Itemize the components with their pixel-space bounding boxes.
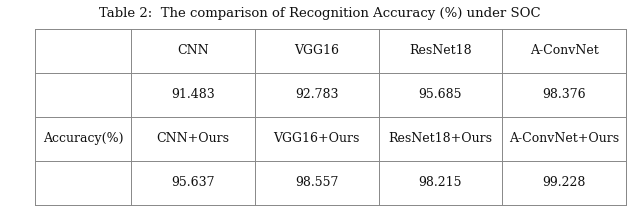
Text: A-ConvNet: A-ConvNet: [530, 44, 598, 57]
Text: VGG16: VGG16: [294, 44, 339, 57]
Text: 91.483: 91.483: [171, 88, 215, 101]
Text: ResNet18: ResNet18: [409, 44, 472, 57]
Text: 98.376: 98.376: [542, 88, 586, 101]
Text: VGG16+Ours: VGG16+Ours: [273, 132, 360, 145]
Text: 99.228: 99.228: [542, 176, 586, 189]
Text: 98.215: 98.215: [419, 176, 462, 189]
Text: A-ConvNet+Ours: A-ConvNet+Ours: [509, 132, 619, 145]
Text: CNN+Ours: CNN+Ours: [157, 132, 230, 145]
Text: 98.557: 98.557: [295, 176, 339, 189]
Text: 95.637: 95.637: [172, 176, 215, 189]
Text: 92.783: 92.783: [295, 88, 339, 101]
Text: CNN: CNN: [177, 44, 209, 57]
Text: 95.685: 95.685: [419, 88, 462, 101]
Text: Accuracy(%): Accuracy(%): [43, 132, 124, 145]
Text: ResNet18+Ours: ResNet18+Ours: [388, 132, 492, 145]
Text: Table 2:  The comparison of Recognition Accuracy (%) under SOC: Table 2: The comparison of Recognition A…: [99, 7, 541, 20]
